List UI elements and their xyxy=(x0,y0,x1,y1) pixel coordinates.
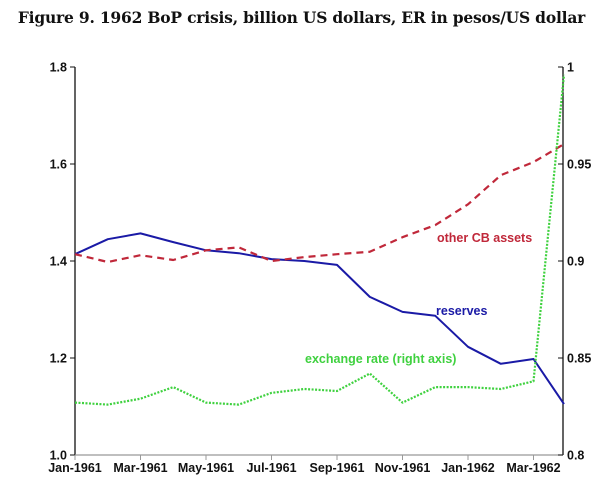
axes: 1.0 1.2 1.4 1.6 1.8 0.8 0.85 0.9 0.95 1 Jan-1961 Ma… xyxy=(48,61,591,476)
series-label-other-cb-assets: other CB assets xyxy=(437,231,532,245)
right-tick-label: 0.8 xyxy=(567,449,584,463)
left-tick-label: 1.2 xyxy=(50,352,67,366)
x-tick-label: Sep-1961 xyxy=(310,461,365,475)
labels-layer: reserves other CB assets exchange rate (ri… xyxy=(305,231,532,366)
series-label-reserves: reserves xyxy=(436,304,487,318)
left-tick-label: 1.6 xyxy=(50,158,67,172)
x-tick-label: Jan-1962 xyxy=(441,461,495,475)
series-line-other-cb-assets xyxy=(74,143,565,264)
x-tick-label: Jan-1961 xyxy=(48,461,102,475)
x-tick-label: Nov-1961 xyxy=(375,461,431,475)
series-layer xyxy=(74,74,566,406)
series-line-reserves xyxy=(74,232,565,405)
right-tick-label: 0.95 xyxy=(567,158,591,172)
series-label-exchange-rate: exchange rate (right axis) xyxy=(305,352,456,366)
x-tick-label: Mar-1962 xyxy=(506,461,560,475)
x-tick-label: May-1961 xyxy=(178,461,234,475)
x-tick-label: Jul-1961 xyxy=(246,461,296,475)
left-tick-label: 1.8 xyxy=(50,61,67,75)
left-tick-label: 1.0 xyxy=(50,449,67,463)
right-tick-label: 0.9 xyxy=(567,255,584,269)
left-tick-label: 1.4 xyxy=(50,255,67,269)
right-tick-label: 0.85 xyxy=(567,352,591,366)
chart-title: Figure 9. 1962 BoP crisis, billion US do… xyxy=(17,8,586,27)
right-tick-label: 1 xyxy=(567,61,574,75)
x-tick-label: Mar-1961 xyxy=(113,461,167,475)
